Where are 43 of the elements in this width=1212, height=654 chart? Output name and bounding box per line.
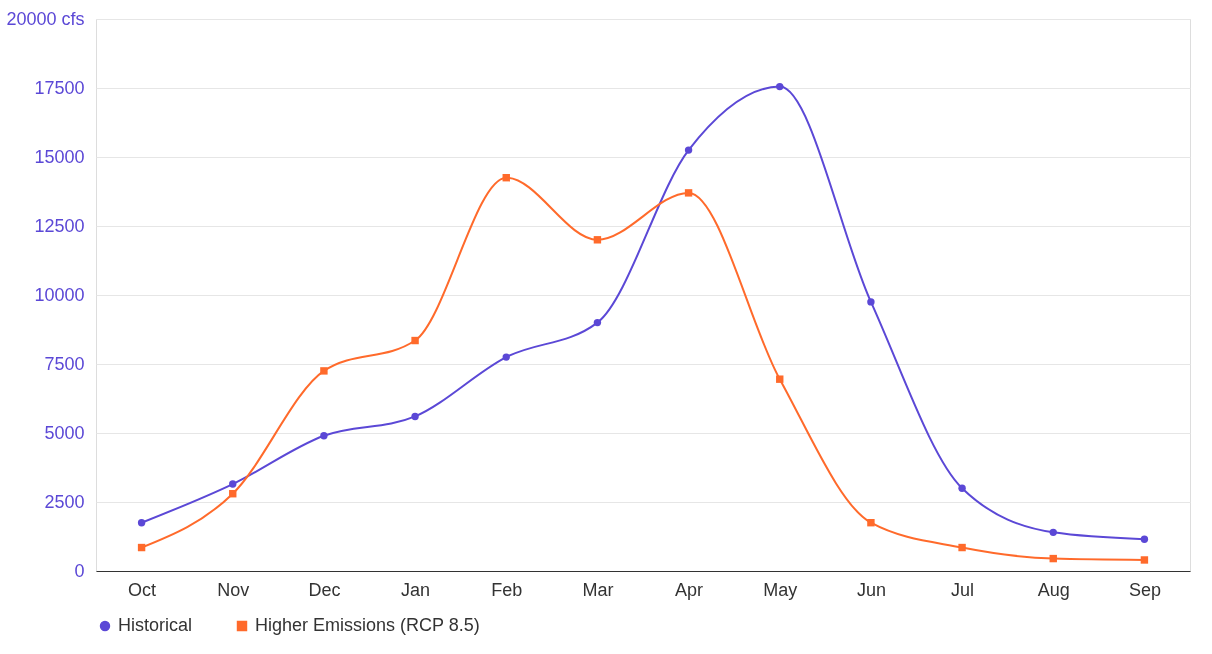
point [776, 82, 784, 91]
point [229, 480, 237, 488]
y-tick-label: 7500 [44, 353, 85, 374]
x-tick-label: Jan [401, 579, 431, 600]
point [867, 518, 875, 527]
y-tick-label: 5000 [44, 422, 85, 443]
point [1049, 528, 1057, 537]
y-tick-label: 0 [74, 560, 85, 581]
x-tick-label: Jun [856, 579, 886, 600]
x-tick-label: Apr [675, 579, 704, 600]
point [958, 543, 966, 552]
x-tick-label: Mar [582, 579, 614, 600]
point [867, 298, 875, 306]
point [593, 318, 602, 327]
point [411, 412, 419, 421]
x-tick-label: May [763, 579, 798, 600]
y-tick-label: 17500 [34, 77, 85, 98]
x-tick-label: Jul [951, 579, 975, 600]
point [320, 367, 328, 375]
y-tick-label: 2500 [44, 491, 85, 512]
point [593, 236, 602, 244]
point [684, 189, 693, 197]
legend-label: Higher Emissions (RCP 8.5) [255, 615, 480, 635]
y-tick-label: 20000 cfs [6, 8, 85, 29]
point [958, 484, 966, 492]
point [776, 375, 784, 383]
point [502, 353, 510, 361]
x-tick-label: Sep [1128, 579, 1161, 600]
point [411, 336, 419, 345]
x-tick-label: Dec [308, 579, 341, 600]
x-tick-label: Oct [128, 579, 157, 600]
y-tick-label: 12500 [34, 215, 85, 236]
point [684, 146, 693, 154]
y-tick-label: 10000 [34, 284, 85, 305]
y-tick-label: 15000 [34, 146, 85, 167]
point [1140, 535, 1149, 543]
x-tick-label: Feb [491, 579, 523, 600]
point [1140, 556, 1149, 564]
x-tick-label: Aug [1037, 579, 1070, 600]
x-tick-label: Nov [217, 579, 250, 600]
point [137, 519, 146, 527]
point [320, 432, 328, 440]
legend-label: Historical [118, 615, 193, 635]
